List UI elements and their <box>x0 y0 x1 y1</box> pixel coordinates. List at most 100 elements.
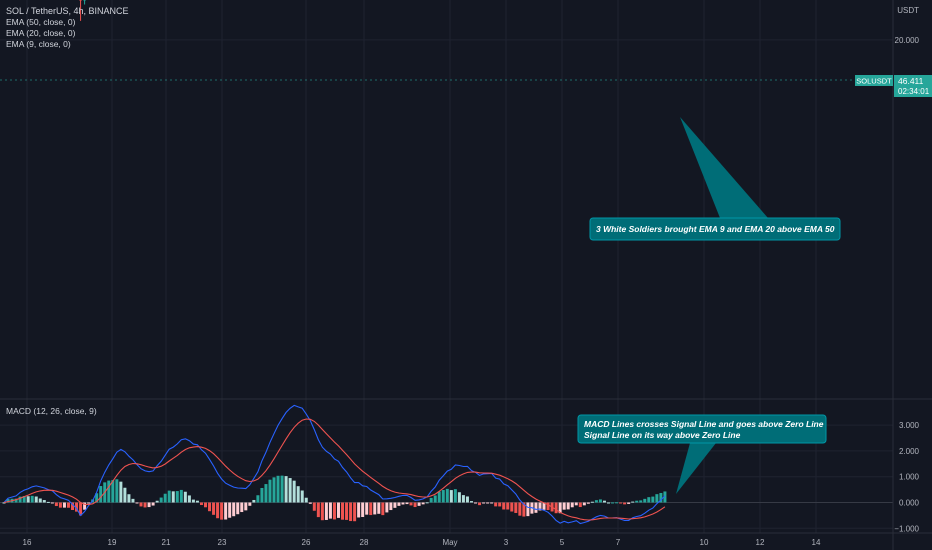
macd-histogram-bar <box>655 494 659 503</box>
macd-histogram-bar <box>111 480 115 503</box>
last-price-value: 46.411 <box>898 76 924 86</box>
macd-histogram-bar <box>498 502 502 507</box>
macd-histogram-bar <box>256 495 260 503</box>
macd-axis[interactable]: 3.000 2.000 1.000 0.000 −1.000 <box>894 421 919 533</box>
macd-histogram-bar <box>449 490 453 503</box>
macd-histogram-bar <box>389 502 393 511</box>
macd-histogram-bar <box>312 502 316 511</box>
time-label: 19 <box>108 538 117 547</box>
macd-histogram-bar <box>631 501 635 503</box>
ema20-legend[interactable]: EMA (20, close, 0) <box>6 28 76 38</box>
macd-histogram-bar <box>316 502 320 518</box>
macd-histogram-bar <box>50 502 54 504</box>
macd-histogram-bar <box>18 496 22 503</box>
macd-panel <box>0 404 893 525</box>
currency-label: USDT <box>897 6 919 15</box>
macd-histogram-bar <box>361 502 365 517</box>
macd-histogram-bar <box>42 500 46 503</box>
macd-histogram-bar <box>260 487 264 503</box>
macd-histogram-bar <box>486 502 490 504</box>
macd-histogram-bar <box>345 502 349 520</box>
macd-histogram-bar <box>135 502 139 504</box>
time-label: 7 <box>616 538 621 547</box>
macd-histogram-bar <box>220 502 224 520</box>
callout-soldiers[interactable] <box>589 217 841 241</box>
time-label: 14 <box>812 538 821 547</box>
macd-histogram-bar <box>578 502 582 508</box>
macd-histogram-bar <box>615 502 619 504</box>
macd-histogram-bar <box>115 479 119 503</box>
macd-tick-label: 1.000 <box>899 473 920 482</box>
macd-histogram-bar <box>558 502 562 514</box>
macd-histogram-bar <box>393 502 397 508</box>
symbol-tag-label: SOLUSDT <box>856 77 892 86</box>
ema9-legend[interactable]: EMA (9, close, 0) <box>6 39 71 49</box>
macd-histogram-bar <box>232 502 236 517</box>
macd-histogram-bar <box>623 502 627 505</box>
macd-histogram-bar <box>377 502 381 514</box>
macd-histogram-bar <box>659 492 663 503</box>
bar-countdown: 02:34:01 <box>898 87 930 96</box>
macd-histogram-bar <box>510 502 514 512</box>
macd-histogram-bar <box>119 481 123 503</box>
macd-histogram-bar <box>562 502 566 510</box>
macd-histogram-bar <box>619 502 623 504</box>
macd-histogram-bar <box>195 500 199 503</box>
macd-histogram-bar <box>417 502 421 506</box>
macd-histogram-bar <box>651 496 655 503</box>
macd-histogram-bar <box>324 502 328 520</box>
time-label: 12 <box>756 538 765 547</box>
time-label: 3 <box>504 538 509 547</box>
macd-histogram-bar <box>336 502 340 518</box>
macd-histogram-bar <box>332 502 336 520</box>
macd-histogram-bar <box>296 486 300 503</box>
macd-histogram-bar <box>647 497 651 503</box>
macd-histogram-bar <box>79 502 83 516</box>
macd-histogram-bar <box>457 492 461 503</box>
callout-macd-text-1: MACD Lines crosses Signal Line and goes … <box>584 419 824 429</box>
macd-histogram-bar <box>95 493 99 503</box>
macd-histogram-bar <box>627 502 631 504</box>
macd-histogram-bar <box>83 502 87 510</box>
macd-histogram-bar <box>22 495 26 503</box>
macd-histogram-bar <box>183 491 187 503</box>
macd-histogram-bar <box>87 502 91 504</box>
time-label: 21 <box>162 538 171 547</box>
macd-histogram-bar <box>494 502 498 507</box>
ema50-legend[interactable]: EMA (50, close, 0) <box>6 17 76 27</box>
time-label: 23 <box>218 538 227 547</box>
macd-histogram-bar <box>409 502 413 506</box>
macd-histogram-bar <box>30 495 34 503</box>
macd-histogram-bar <box>429 497 433 503</box>
time-axis[interactable]: 16 19 21 23 26 28 May 3 5 7 10 12 14 <box>23 538 821 547</box>
macd-histogram-bar <box>71 502 75 510</box>
macd-histogram-bar <box>288 478 292 503</box>
macd-histogram-bar <box>191 499 195 503</box>
macd-histogram-bar <box>46 501 50 503</box>
symbol-title: SOL / TetherUS, 4h, BINANCE <box>6 6 129 16</box>
macd-histogram-bar <box>526 502 530 517</box>
macd-legend[interactable]: MACD (12, 26, close, 9) <box>6 406 97 416</box>
macd-histogram-bar <box>663 491 667 503</box>
macd-histogram-bar <box>244 502 248 511</box>
macd-histogram-bar <box>639 500 643 503</box>
macd-histogram-bar <box>425 502 429 504</box>
macd-histogram-bar <box>635 500 639 503</box>
macd-histogram-bar <box>413 502 417 508</box>
macd-histogram-bar <box>107 480 111 503</box>
callout-pointer-macd <box>676 443 716 494</box>
callout-macd[interactable] <box>577 414 827 444</box>
macd-histogram-bar <box>34 496 38 503</box>
price-axis[interactable]: 52.00050.00048.00046.00044.00042.00040.0… <box>895 0 920 45</box>
macd-histogram-bar <box>502 502 506 510</box>
macd-histogram-bar <box>187 495 191 503</box>
time-label: May <box>442 538 457 547</box>
callout-macd-text-2: Signal Line on its way above Zero Line <box>584 430 741 440</box>
signal-line <box>3 418 666 521</box>
macd-histogram-bar <box>212 502 216 515</box>
macd-histogram-bar <box>465 496 469 503</box>
macd-histogram-bar <box>328 502 332 519</box>
macd-histogram-bar <box>228 502 232 518</box>
macd-histogram-bar <box>433 495 437 503</box>
